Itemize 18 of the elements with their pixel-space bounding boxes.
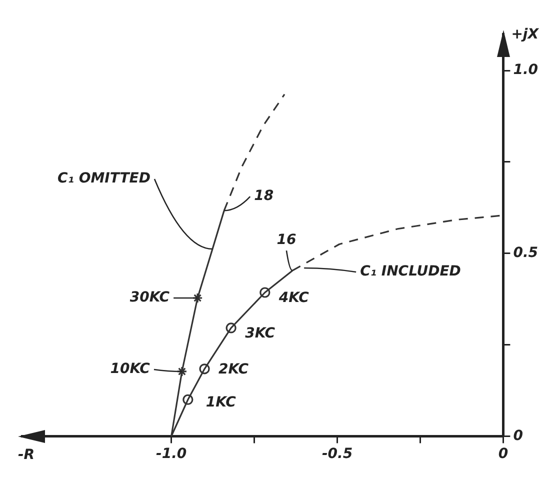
annotation: 16 bbox=[276, 232, 296, 248]
annotation: 10KC bbox=[110, 361, 151, 378]
x-tick-label: -0.5 bbox=[322, 446, 353, 462]
annotation: 2KC bbox=[218, 362, 250, 378]
annotation: 4KC bbox=[278, 290, 310, 306]
x-axis-title: -R bbox=[18, 446, 35, 463]
y-tick-label: 1.0 bbox=[513, 62, 538, 78]
annotation: 18 bbox=[254, 188, 274, 204]
y-axis-title: +jX bbox=[511, 26, 540, 43]
annotation: C₁ INCLUDED bbox=[360, 264, 461, 280]
annotation: 30KC bbox=[130, 290, 170, 306]
y-tick-label: 0 bbox=[513, 428, 524, 444]
y-tick-label: 0.5 bbox=[513, 245, 538, 262]
x-tick-label: 0 bbox=[498, 446, 508, 462]
annotation: 3KC bbox=[245, 326, 276, 342]
annotation: 1KC bbox=[206, 394, 237, 410]
x-tick-label: -1.0 bbox=[156, 446, 187, 462]
annotation: C₁ OMITTED bbox=[58, 170, 150, 187]
